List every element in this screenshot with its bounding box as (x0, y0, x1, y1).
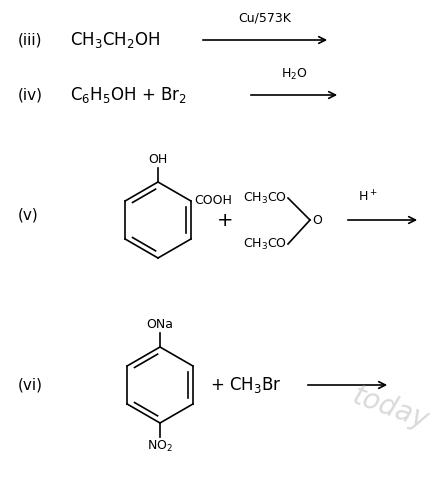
Text: today: today (348, 381, 432, 435)
Text: ONa: ONa (146, 318, 173, 331)
Text: (iii): (iii) (18, 33, 42, 47)
Text: O: O (312, 214, 322, 227)
Text: COOH: COOH (194, 194, 232, 207)
Text: CH$_3$CO: CH$_3$CO (243, 191, 287, 205)
Text: +: + (217, 210, 233, 229)
Text: NO$_2$: NO$_2$ (147, 439, 173, 454)
Text: (vi): (vi) (18, 377, 43, 392)
Text: Cu/573K: Cu/573K (239, 11, 291, 24)
Text: H$_2$O: H$_2$O (281, 67, 307, 82)
Text: (iv): (iv) (18, 88, 43, 103)
Text: C$_6$H$_5$OH + Br$_2$: C$_6$H$_5$OH + Br$_2$ (70, 85, 187, 105)
Text: OH: OH (149, 153, 168, 166)
Text: CH$_3$CH$_2$OH: CH$_3$CH$_2$OH (70, 30, 160, 50)
Text: (v): (v) (18, 207, 39, 223)
Text: CH$_3$CO: CH$_3$CO (243, 237, 287, 251)
Text: H$^+$: H$^+$ (358, 190, 378, 205)
Text: + CH$_3$Br: + CH$_3$Br (210, 375, 281, 395)
